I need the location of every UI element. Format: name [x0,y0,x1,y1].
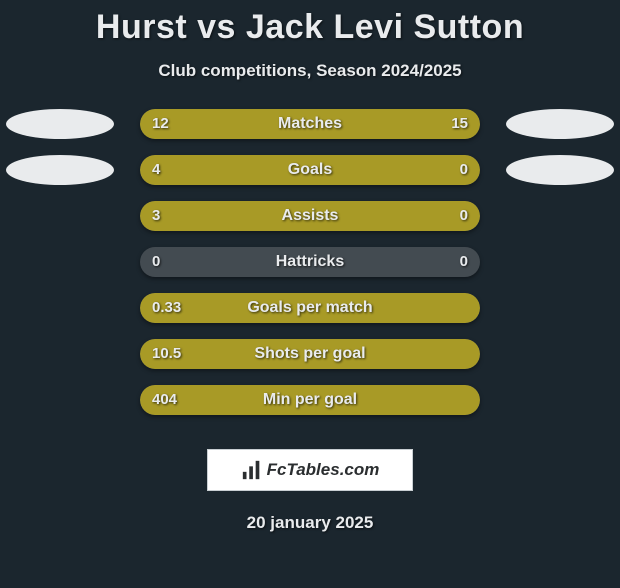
stat-row: Hattricks00 [0,247,620,293]
player-right-marker [506,109,614,139]
player-right-marker [506,155,614,185]
stat-row: Min per goal404 [0,385,620,431]
stat-bar [140,109,480,139]
stat-bar [140,293,480,323]
subtitle: Club competitions, Season 2024/2025 [0,61,620,81]
stat-bar [140,201,480,231]
stat-row: Matches1215 [0,109,620,155]
stat-bar-right [405,201,480,231]
stats-container: Matches1215Goals40Assists30Hattricks00Go… [0,109,620,431]
player-left-marker [6,155,114,185]
stat-bar-left [140,201,405,231]
bars-icon [241,459,263,481]
brand-logo[interactable]: FcTables.com [207,449,413,491]
date-label: 20 january 2025 [0,513,620,533]
stat-bar-right [290,109,480,139]
brand-text: FcTables.com [267,460,380,480]
stat-bar-left [140,339,480,369]
stat-bar-left [140,293,480,323]
stat-bar [140,385,480,415]
stat-bar-left [140,109,290,139]
page-title: Hurst vs Jack Levi Sutton [0,8,620,47]
stat-bar-right [405,155,480,185]
stat-row: Assists30 [0,201,620,247]
player-left-marker [6,109,114,139]
stat-row: Goals per match0.33 [0,293,620,339]
stat-bar [140,155,480,185]
stat-row: Goals40 [0,155,620,201]
stat-bar [140,339,480,369]
stat-bar [140,247,480,277]
stat-row: Shots per goal10.5 [0,339,620,385]
stat-bar-left [140,385,480,415]
stat-bar-left [140,155,405,185]
